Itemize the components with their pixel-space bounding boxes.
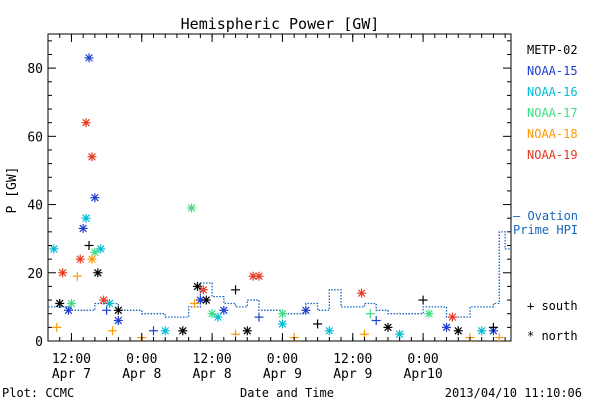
legend: METP-02 NOAA-15 NOAA-16 NOAA-17 NOAA-18 NOAA-… — [513, 43, 578, 343]
marker-noaa-15-8 — [219, 305, 229, 315]
y-tick-label: 0 — [35, 335, 43, 350]
marker-noaa-19-5 — [198, 285, 208, 295]
marker-noaa-19-0 — [58, 268, 68, 278]
marker-noaa-16-5 — [213, 312, 223, 322]
marker-metp-02-9 — [313, 319, 323, 329]
marker-noaa-18-5 — [190, 298, 200, 308]
y-axis-label: P [GW] — [5, 167, 20, 214]
marker-metp-02-2 — [93, 268, 103, 278]
marker-metp-02-6 — [201, 295, 211, 305]
x-tick-label-date: Apr 9 — [333, 367, 372, 382]
marker-noaa-16-1 — [81, 213, 91, 223]
x-tick-label-time: 0:00 — [126, 352, 157, 367]
marker-noaa-16-0 — [49, 244, 59, 254]
y-tick-label: 60 — [27, 130, 43, 145]
y-tick-label: 40 — [27, 199, 43, 214]
x-tick-label-time: 0:00 — [407, 352, 438, 367]
marker-noaa-17-5 — [365, 309, 375, 319]
ovation-hpi-path — [48, 231, 511, 318]
marker-metp-02-13 — [488, 322, 498, 332]
marker-noaa-15-6 — [148, 326, 158, 336]
marker-noaa-17-0 — [66, 298, 76, 308]
marker-noaa-15-3 — [90, 193, 100, 203]
marker-noaa-18-0 — [52, 322, 62, 332]
legend-noaa-16: NOAA-16 — [527, 85, 578, 99]
marker-noaa-18-2 — [87, 254, 97, 264]
x-tick-label-date: Apr 8 — [193, 367, 232, 382]
marker-noaa-19-9 — [447, 312, 457, 322]
legend-noaa-17: NOAA-17 — [527, 106, 578, 120]
legend-metp-02: METP-02 — [527, 43, 578, 57]
x-tick-label-date: Apr10 — [404, 367, 443, 382]
marker-noaa-18-3 — [107, 326, 117, 336]
marker-noaa-19-8 — [357, 288, 367, 298]
marker-noaa-17-6 — [424, 309, 434, 319]
marker-noaa-16-9 — [477, 326, 487, 336]
marker-metp-02-8 — [242, 326, 252, 336]
marker-noaa-15-4 — [102, 305, 112, 315]
x-tick-label-time: 12:00 — [52, 352, 91, 367]
footer-timestamp: 2013/04/10 11:10:06 — [445, 386, 582, 400]
marker-noaa-15-1 — [78, 223, 88, 233]
marker-noaa-15-10 — [301, 305, 311, 315]
legend-ovation-0: — Ovation — [513, 209, 578, 223]
marker-noaa-17-2 — [187, 203, 197, 213]
marker-noaa-15-5 — [113, 316, 123, 326]
legend-marker-north: * north — [527, 329, 578, 343]
marker-metp-02-7 — [231, 285, 241, 295]
marker-noaa-18-1 — [72, 271, 82, 281]
data-markers — [49, 53, 504, 343]
marker-noaa-15-0 — [64, 305, 74, 315]
x-tick-label-time: 12:00 — [333, 352, 372, 367]
x-axis-label: Date and Time — [240, 386, 334, 400]
marker-noaa-16-7 — [324, 326, 334, 336]
marker-noaa-19-4 — [99, 295, 109, 305]
marker-metp-02-11 — [418, 295, 428, 305]
legend-noaa-19: NOAA-19 — [527, 148, 578, 162]
marker-noaa-16-6 — [277, 319, 287, 329]
legend-marker-south: + south — [527, 299, 578, 313]
marker-noaa-17-3 — [207, 309, 217, 319]
legend-noaa-15: NOAA-15 — [527, 64, 578, 78]
marker-noaa-17-4 — [277, 309, 287, 319]
marker-metp-02-1 — [84, 240, 94, 250]
marker-noaa-17-1 — [90, 247, 100, 257]
marker-metp-02-10 — [383, 322, 393, 332]
marker-noaa-19-1 — [75, 254, 85, 264]
marker-noaa-15-9 — [254, 312, 264, 322]
x-tick-label-date: Apr 7 — [52, 367, 91, 382]
plot-frame — [47, 33, 512, 342]
y-tick-label: 80 — [27, 62, 43, 77]
x-tick-label-time: 12:00 — [193, 352, 232, 367]
marker-noaa-15-2 — [84, 53, 94, 63]
marker-noaa-15-11 — [371, 316, 381, 326]
marker-metp-02-0 — [55, 298, 65, 308]
marker-noaa-16-4 — [160, 326, 170, 336]
marker-noaa-19-2 — [81, 118, 91, 128]
marker-metp-02-12 — [453, 326, 463, 336]
legend-ovation-1: Prime HPI — [513, 223, 578, 237]
marker-noaa-19-7 — [254, 271, 264, 281]
legend-noaa-18: NOAA-18 — [527, 127, 578, 141]
marker-noaa-16-8 — [395, 329, 405, 339]
x-tick-label-date: Apr 8 — [122, 367, 161, 382]
marker-noaa-19-3 — [87, 152, 97, 162]
x-tick-label-date: Apr 9 — [263, 367, 302, 382]
marker-noaa-15-12 — [442, 322, 452, 332]
y-tick-label: 20 — [27, 267, 43, 282]
chart-title: Hemispheric Power [GW] — [181, 15, 380, 33]
ovation-hpi-line — [48, 231, 511, 318]
x-tick-label-time: 0:00 — [267, 352, 298, 367]
marker-metp-02-3 — [113, 305, 123, 315]
marker-metp-02-4 — [178, 326, 188, 336]
footer-left: Plot: CCMC — [2, 386, 74, 400]
marker-noaa-18-10 — [494, 333, 504, 343]
